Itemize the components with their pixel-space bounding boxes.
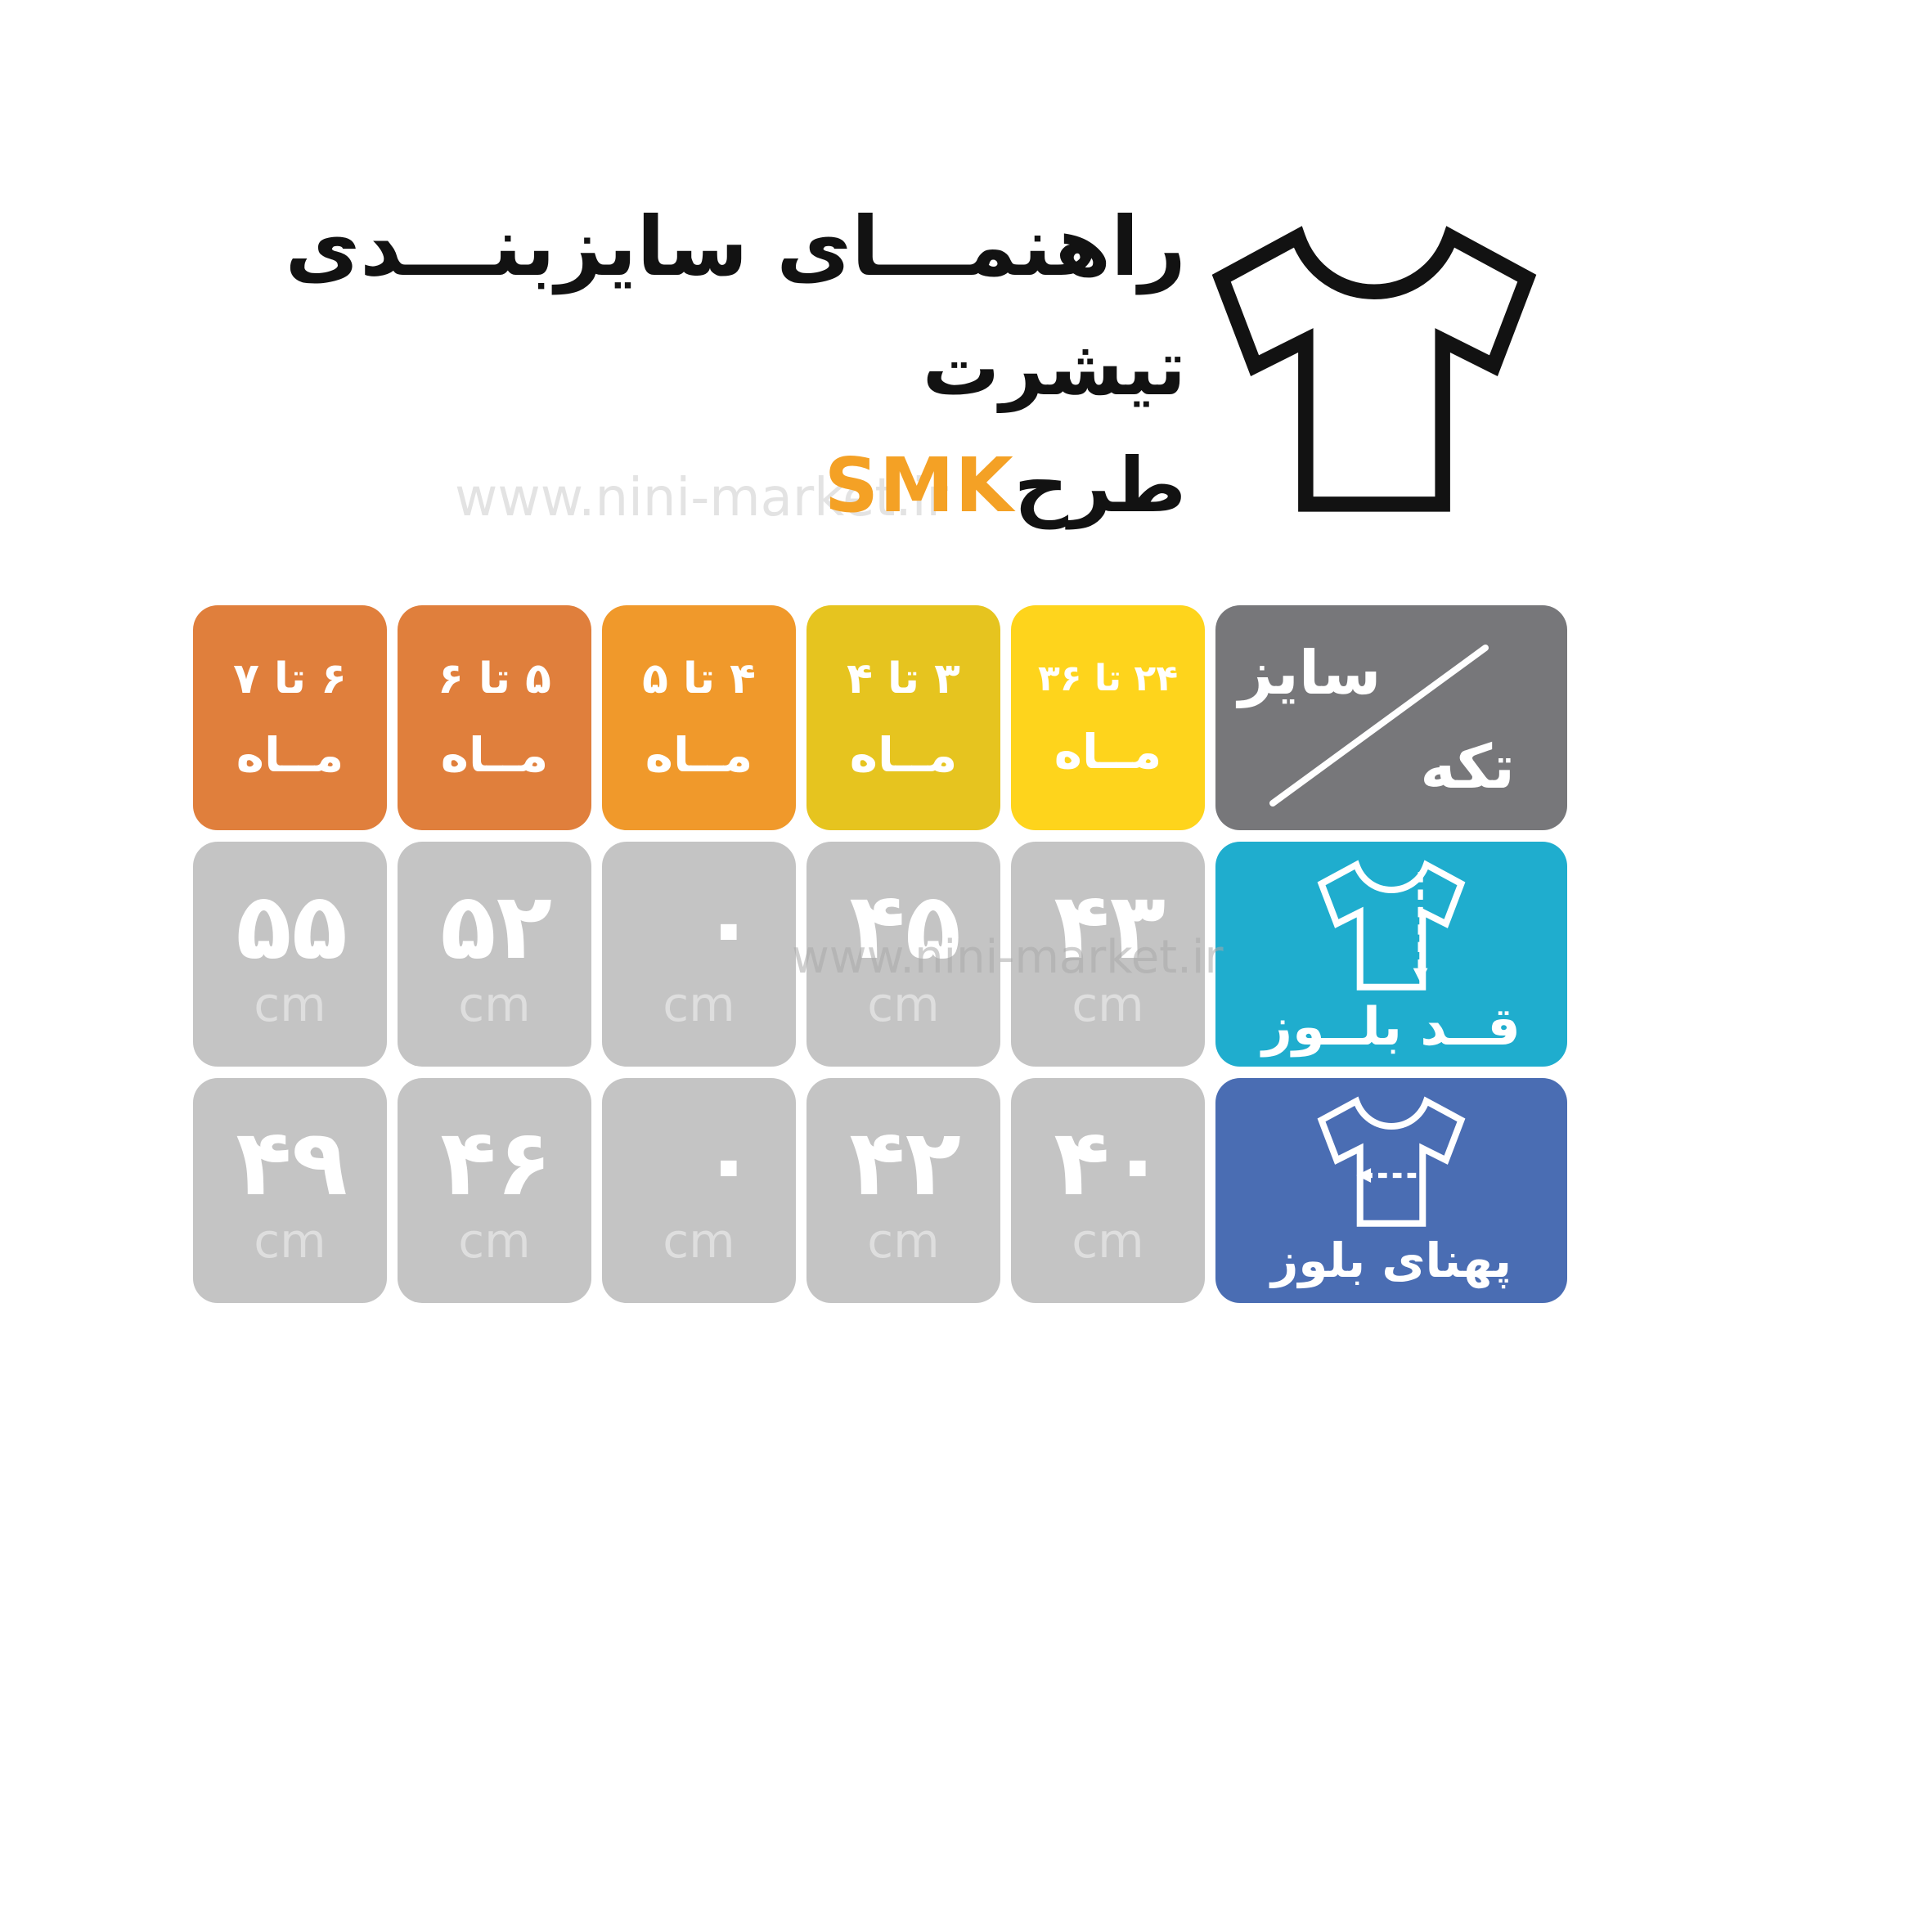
row-header-shirt-width: پهنای بلوز [1215,1078,1567,1303]
size-value-cell: ۵۵ cm [193,842,387,1067]
age-unit-label: مــاه [849,726,958,783]
tshirt-width-measure-icon [1317,1096,1466,1227]
corner-cell: سایز تکه [1215,605,1567,830]
size-value-cell: ۴۲ cm [806,1078,1000,1303]
size-value-cell: ۵۲ cm [398,842,591,1067]
size-value: ۴۶ [440,1109,552,1216]
title-block: راهنمـــای سایزبنـــدی تیشرت طرحSMK [285,206,1186,523]
age-column-header: ۲۴ تا ۳۶ مــاه [1011,605,1205,830]
row-header-shirt-length: قــد بلــوز [1215,842,1567,1067]
size-value-cell: ۴۵ cm [806,842,1000,1067]
corner-size-label: سایز [1238,638,1382,708]
size-unit: cm [1072,976,1144,1032]
size-unit: cm [1072,1212,1144,1269]
design-label: طرح [1013,442,1186,529]
page-title: راهنمـــای سایزبنـــدی [285,199,1186,294]
size-value-cell: ۴۹ cm [193,1078,387,1303]
age-column-header: ۴ تا ۵ مــاه [602,605,796,830]
age-range-label: ۶ تا ۷ [233,654,347,703]
t-shirt-outline-icon [1211,226,1537,512]
size-unit: cm [663,976,735,1032]
corner-piece-label: تکه [1420,732,1515,802]
age-range-label: ۴ تا ۵ [642,654,756,703]
size-value: ۰ [700,1109,757,1216]
size-value: ۴۹ [236,1109,348,1216]
row-label: پهنای بلوز [1270,1233,1512,1288]
brand-name: SMK [824,442,1014,529]
size-value: ۴۵ [849,873,961,980]
age-unit-label: مــاه [1054,723,1162,780]
row-label: قــد بلــوز [1262,997,1521,1058]
age-range-label: ۳ تا ۴ [847,654,960,703]
size-unit: cm [867,976,940,1032]
tshirt-height-measure-icon [1317,860,1466,991]
age-column-header: ۵ تا ۶ مــاه [398,605,591,830]
size-value: ۵۲ [440,873,552,980]
size-value-cell: ۰ cm [602,1078,796,1303]
size-unit: cm [663,1212,735,1269]
size-value: ۴۳ [1054,873,1166,980]
size-table: سایز تکه ۲۴ تا ۳۶ مــاه ۳ تا ۴ مــاه ۴ ت… [193,605,1567,1303]
size-value: ۰ [700,873,757,980]
size-value-cell: ۴۰ cm [1011,1078,1205,1303]
size-value: ۵۵ [236,873,348,980]
size-value-cell: ۴۶ cm [398,1078,591,1303]
design-line: طرحSMK [285,448,1186,523]
size-value: ۴۲ [849,1109,961,1216]
diagonal-divider [1269,645,1489,806]
age-range-label: ۲۴ تا ۳۶ [1037,657,1179,699]
size-unit: cm [867,1212,940,1269]
size-unit: cm [458,1212,531,1269]
size-value: ۴۰ [1054,1109,1166,1216]
size-value-cell: ۰ cm [602,842,796,1067]
age-column-header: ۶ تا ۷ مــاه [193,605,387,830]
size-unit: cm [254,1212,326,1269]
age-unit-label: مــاه [440,726,549,783]
age-unit-label: مــاه [236,726,344,783]
size-unit: cm [458,976,531,1032]
page-subtitle: تیشرت [922,324,1186,413]
size-value-cell: ۴۳ cm [1011,842,1205,1067]
age-range-label: ۵ تا ۶ [438,654,551,703]
age-column-header: ۳ تا ۴ مــاه [806,605,1000,830]
size-unit: cm [254,976,326,1032]
age-unit-label: مــاه [645,726,753,783]
